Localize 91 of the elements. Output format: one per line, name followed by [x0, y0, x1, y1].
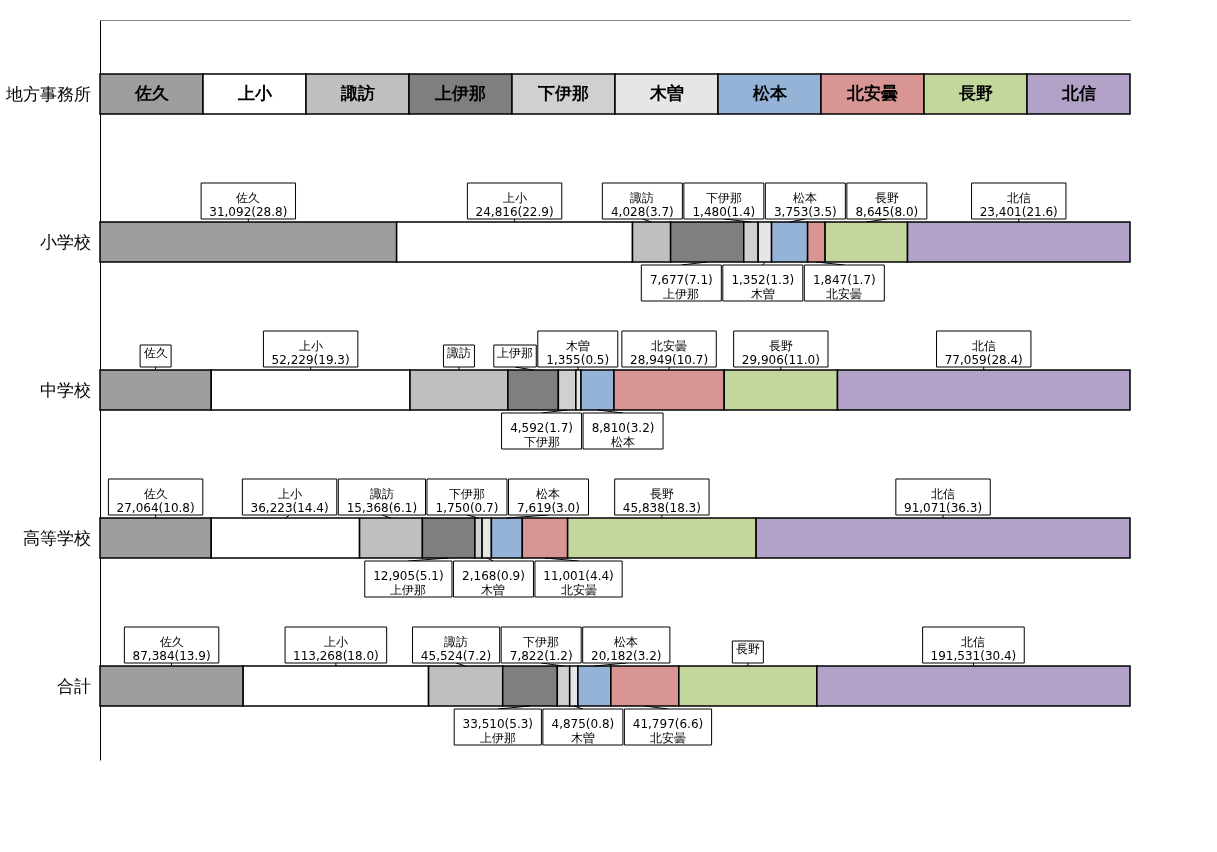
data-label: 41,797(6.6) [632, 717, 704, 731]
text: 北信 [971, 339, 996, 353]
data-label: 52,229(19.3) [271, 353, 350, 367]
text: 佐久 [134, 83, 169, 103]
text: 木曽 [649, 83, 684, 103]
data-label: 7,619(3.0) [517, 501, 580, 515]
text: 佐久 [236, 191, 261, 205]
text: 下伊那 [705, 191, 742, 205]
text: 北信 [931, 487, 956, 501]
text: 長野 [958, 83, 993, 103]
text: 上伊那 [390, 583, 427, 597]
text: 上小 [298, 339, 323, 353]
data-label: 2,168(0.9) [462, 569, 525, 583]
text: 北安曇 [560, 583, 597, 597]
text: 北安曇 [826, 287, 863, 301]
y-tick-label: 小学校 [39, 231, 91, 252]
data-label: 29,906(11.0) [741, 353, 820, 367]
data-label: 7,677(7.1) [649, 273, 713, 287]
series-label: 北安曇 [651, 339, 688, 353]
data-label: 77,059(28.4) [944, 353, 1023, 367]
data-label: 1,355(0.5) [546, 353, 610, 367]
text: 諏訪 [369, 487, 394, 501]
y-tick-label: 高等学校 [22, 527, 91, 548]
data-label: 1,847(1.7) [812, 273, 876, 287]
text: 松本 [611, 435, 636, 449]
text: 木曽 [750, 287, 775, 301]
data-label: 24,816(22.9) [475, 205, 554, 219]
data-label: 45,838(18.3) [622, 501, 701, 515]
data-label: 45,524(7.2) [420, 649, 492, 663]
text: 長野 [649, 487, 674, 501]
legend-title: 地方事務所 [4, 83, 91, 104]
data-label: 113,268(18.0) [293, 649, 379, 663]
text: 下伊那 [448, 487, 485, 501]
text: 上伊那 [479, 731, 516, 745]
data-label: 1,750(0.7) [435, 501, 499, 515]
data-label: 27,064(10.8) [116, 501, 195, 515]
data-label: 1,352(1.3) [731, 273, 795, 287]
text: 北信 [961, 635, 986, 649]
data-label: 1,480(1.4) [692, 205, 756, 219]
series-label: 諏訪 [446, 346, 471, 360]
data-label: 23,401(21.6) [979, 205, 1058, 219]
text: 長野 [874, 191, 899, 205]
text: 上伊那 [435, 83, 486, 103]
data-label: 87,384(13.9) [132, 649, 211, 663]
series-label: 上小 [502, 191, 527, 205]
data-label: 4,592(1.7) [510, 421, 573, 435]
data-label: 4,875(0.8) [551, 717, 615, 731]
text: 北安曇 [847, 83, 898, 103]
text: 上小 [237, 83, 272, 103]
data-label: 11,001(4.4) [543, 569, 614, 583]
y-tick-label: 中学校 [39, 379, 91, 400]
data-label: 20,182(3.2) [591, 649, 662, 663]
text: 諏訪 [444, 635, 469, 649]
text: 北信 [1061, 83, 1096, 103]
text: 佐久 [159, 635, 184, 649]
text: 上小 [323, 635, 348, 649]
data-label: 191,531(30.4) [930, 649, 1017, 663]
data-label: 15,368(6.1) [346, 501, 418, 515]
data-label: 7,822(1.2) [509, 649, 573, 663]
series-label: 松本 [793, 191, 818, 205]
data-label: 31,092(28.8) [209, 205, 288, 219]
text: 松本 [614, 635, 639, 649]
legend-label: 上伊那 [497, 346, 534, 360]
text: 下伊那 [523, 435, 560, 449]
text: 松本 [536, 487, 561, 501]
data-label: 8,810(3.2) [591, 421, 655, 435]
text: 諏訪 [630, 191, 655, 205]
data-label: 33,510(5.3) [462, 717, 534, 731]
data-label: 3,753(3.5) [773, 205, 837, 219]
text: 北安曇 [650, 731, 686, 745]
data-label: 4,028(3.7) [610, 205, 674, 219]
text: 長野 [768, 339, 793, 353]
text: 上伊那 [663, 287, 700, 301]
text: 木曽 [481, 583, 506, 597]
data-label: 91,071(36.3) [904, 501, 983, 515]
text: 下伊那 [538, 83, 589, 103]
text: 佐久 [143, 487, 168, 501]
data-label: 28,949(10.7) [630, 353, 709, 367]
y-tick-label: 合計 [56, 675, 91, 696]
data-label: 8,645(8.0) [855, 205, 919, 219]
series-label: 長野 [735, 642, 760, 656]
series-label: 下伊那 [523, 635, 560, 649]
text: 松本 [752, 83, 787, 103]
series-label: 北信 [1006, 191, 1031, 205]
series-label: 佐久 [143, 346, 168, 360]
data-label: 12,905(5.1) [373, 569, 444, 583]
text: 上小 [277, 487, 302, 501]
data-label: 36,223(14.4) [250, 501, 329, 515]
text: 諏訪 [340, 83, 375, 103]
series-label: 木曽 [565, 339, 590, 353]
text: 木曽 [570, 731, 595, 745]
